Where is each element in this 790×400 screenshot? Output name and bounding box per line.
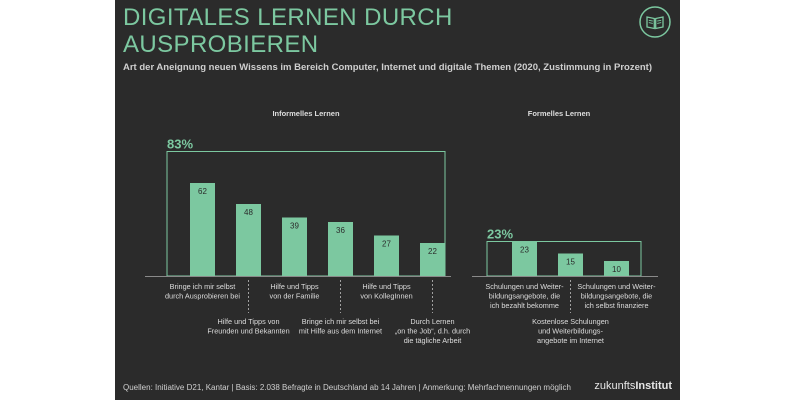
bar-value-label: 36 — [336, 226, 345, 235]
page-title: DIGITALES LERNEN DURCH AUSPROBIEREN — [123, 4, 453, 58]
category-label: Schulungen und Weiter-bildungsangebote, … — [577, 282, 656, 310]
category-label: Schulungen und Weiter-bildungsangebote, … — [485, 282, 564, 310]
bar-chart: Informelles Lernen 83% 62 Bringe ich mir se… — [145, 109, 658, 345]
open-book-icon — [639, 6, 671, 38]
category-label: Bringe ich mir selbst bei mit Hilfe aus d… — [299, 317, 382, 336]
bar — [328, 222, 353, 276]
group-total-label: 83% — [167, 137, 193, 152]
bar-value-label: 48 — [244, 208, 253, 217]
brand-logo: zukunftsInstitut — [594, 380, 672, 392]
bar — [512, 241, 537, 276]
bar — [282, 217, 307, 276]
bar-value-label: 39 — [290, 222, 299, 231]
category-label: Hilfe und Tipps von KollegInnen — [360, 282, 412, 301]
group-title: Informelles Lernen — [272, 109, 340, 118]
bar — [236, 204, 261, 276]
bar-value-label: 22 — [428, 247, 437, 256]
group-total-label: 23% — [487, 227, 513, 242]
bar — [374, 235, 399, 276]
bar-value-label: 23 — [520, 246, 529, 255]
category-label: Hilfe und Tipps von der Familie — [270, 282, 320, 301]
bar — [604, 261, 629, 276]
brand-name-bold: Institut — [635, 380, 672, 392]
group-title: Formelles Lernen — [528, 109, 591, 118]
infographic-panel: DIGITALES LERNEN DURCH AUSPROBIEREN Art … — [115, 0, 680, 400]
chart-subtitle: Art der Aneignung neuen Wissens im Berei… — [123, 62, 652, 73]
category-label: Kostenlose Schulungen und Weiterbildungs-… — [532, 317, 609, 345]
source-note: Quellen: Initiative D21, Kantar | Basis:… — [123, 383, 571, 392]
bar-value-label: 10 — [612, 265, 621, 274]
bar-value-label: 27 — [382, 240, 391, 249]
bar — [420, 243, 445, 276]
bar-value-label: 62 — [198, 187, 207, 196]
category-label: Bringe ich mir selbst durch Ausprobieren … — [165, 282, 240, 301]
bar-value-label: 15 — [566, 258, 575, 267]
brand-name-light: zukunfts — [594, 380, 636, 392]
bar — [190, 183, 215, 276]
category-label: Durch Lernen „on the Job“, d.h. durch die … — [395, 317, 470, 345]
category-label: Hilfe und Tipps von Freunden und Bekannte… — [207, 317, 289, 336]
bar — [558, 253, 583, 276]
